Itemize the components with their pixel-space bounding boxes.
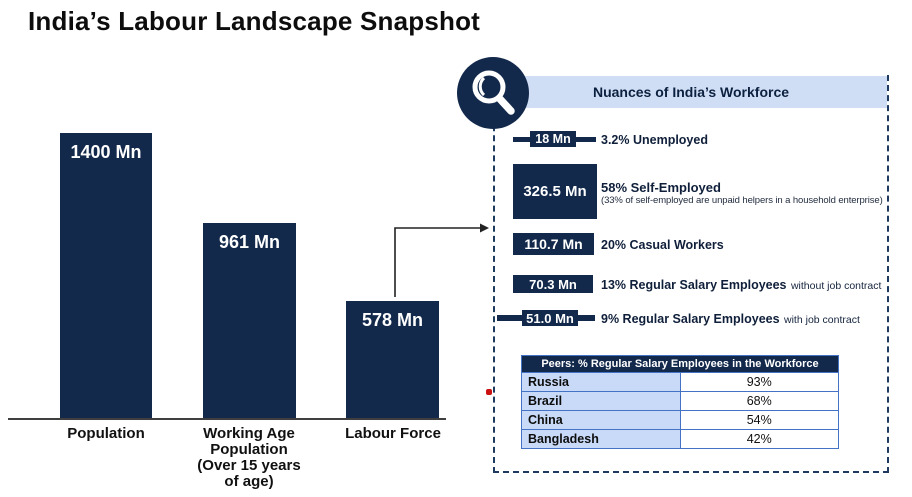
table-row: Bangladesh 42% bbox=[521, 429, 839, 449]
table-row: China 54% bbox=[521, 410, 839, 430]
casual-workers-label-text: 20% Casual Workers bbox=[601, 238, 724, 252]
regular-no-contract-suffix: without job contract bbox=[790, 280, 882, 292]
category-label-population: Population bbox=[67, 425, 145, 442]
unemployed-value-box: 18 Mn bbox=[530, 131, 576, 147]
peers-table: Peers: % Regular Salary Employees in the… bbox=[521, 355, 839, 449]
casual-workers-value-box: 110.7 Mn bbox=[513, 233, 594, 255]
bar-value-label: 1400 Mn bbox=[70, 142, 142, 162]
self-employed-label: 58% Self-Employed bbox=[601, 180, 721, 195]
magnifier-icon bbox=[457, 57, 529, 129]
red-dot-marker bbox=[486, 389, 492, 395]
self-employed-label-text: 58% Self-Employed bbox=[601, 180, 721, 195]
regular-no-contract-value-box: 70.3 Mn bbox=[513, 275, 593, 293]
table-row: Russia 93% bbox=[521, 372, 839, 392]
bar-value-label: 578 Mn bbox=[361, 310, 424, 330]
self-employed-note: (33% of self-employed are unpaid helpers… bbox=[601, 195, 883, 206]
country-cell: China bbox=[521, 410, 681, 430]
bar-working-age-population: 961 Mn bbox=[203, 223, 296, 419]
category-label-working-age: Working Age Population (Over 15 years of… bbox=[197, 425, 301, 490]
bar-value-label: 961 Mn bbox=[218, 232, 281, 252]
regular-with-contract-label: 9% Regular Salary Employees with job con… bbox=[601, 311, 860, 328]
workforce-panel bbox=[493, 75, 889, 473]
value-cell: 54% bbox=[679, 410, 839, 430]
unemployed-label-text: 3.2% Unemployed bbox=[601, 133, 708, 147]
self-employed-value-box: 326.5 Mn bbox=[513, 164, 597, 219]
peers-table-title: Peers: % Regular Salary Employees in the… bbox=[521, 355, 839, 373]
country-cell: Bangladesh bbox=[521, 429, 681, 449]
regular-with-contract-label-text: 9% Regular Salary Employees bbox=[601, 312, 780, 326]
x-axis bbox=[8, 418, 446, 420]
regular-no-contract-label-text: 13% Regular Salary Employees bbox=[601, 278, 787, 292]
regular-no-contract-label: 13% Regular Salary Employees without job… bbox=[601, 277, 881, 294]
table-row: Brazil 68% bbox=[521, 391, 839, 411]
unemployed-label: 3.2% Unemployed bbox=[601, 132, 708, 148]
value-cell: 68% bbox=[679, 391, 839, 411]
country-cell: Russia bbox=[521, 372, 681, 392]
panel-title: Nuances of India’s Workforce bbox=[495, 76, 887, 108]
regular-with-contract-value-box: 51.0 Mn bbox=[522, 310, 578, 326]
page-title: India’s Labour Landscape Snapshot bbox=[28, 6, 481, 36]
bar-labour-force: 578 Mn bbox=[346, 301, 439, 419]
casual-workers-label: 20% Casual Workers bbox=[601, 237, 724, 253]
category-label-labour-force: Labour Force bbox=[345, 425, 441, 442]
country-cell: Brazil bbox=[521, 391, 681, 411]
bar-population: 1400 Mn bbox=[60, 133, 152, 419]
value-cell: 93% bbox=[679, 372, 839, 392]
value-cell: 42% bbox=[679, 429, 839, 449]
regular-with-contract-suffix: with job contract bbox=[784, 314, 860, 326]
